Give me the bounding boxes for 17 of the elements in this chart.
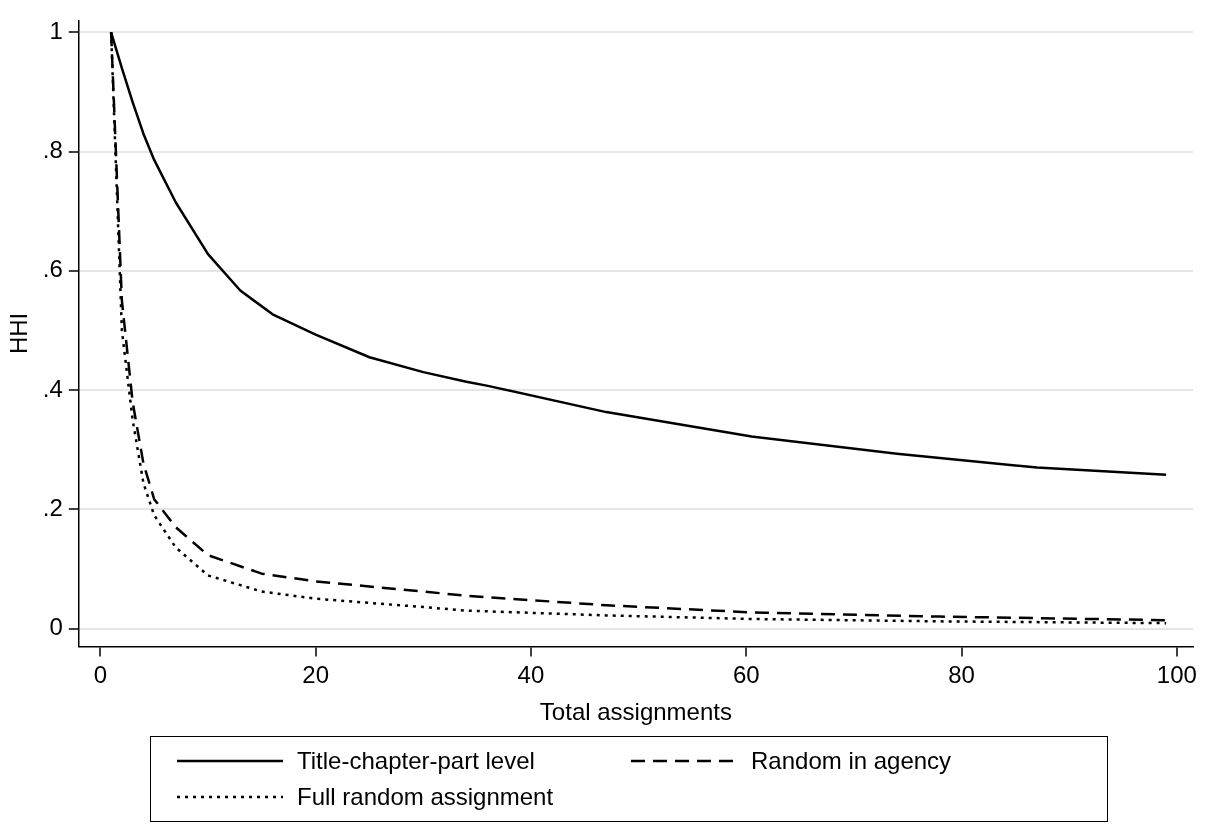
y-axis-title: HHI [5, 312, 33, 355]
legend-label: Title-chapter-part level [297, 747, 535, 775]
x-tick-label: 100 [1156, 661, 1197, 689]
legend-label: Full random assignment [297, 783, 554, 811]
x-tick-label: 60 [732, 661, 760, 689]
x-tick-label: 80 [948, 661, 975, 689]
y-tick-label: 0 [49, 613, 63, 641]
x-tick-label: 40 [517, 661, 545, 689]
y-tick-label: 1 [49, 16, 63, 44]
x-tick-label: 20 [302, 661, 329, 689]
y-tick-label: .6 [42, 255, 63, 283]
x-axis-title: Total assignments [539, 698, 732, 726]
y-tick-label: .8 [42, 136, 63, 164]
legend-label: Random in agency [751, 747, 952, 775]
x-tick-label: 0 [93, 661, 108, 689]
y-tick-label: .2 [42, 493, 63, 521]
y-tick-label: .4 [42, 374, 63, 402]
